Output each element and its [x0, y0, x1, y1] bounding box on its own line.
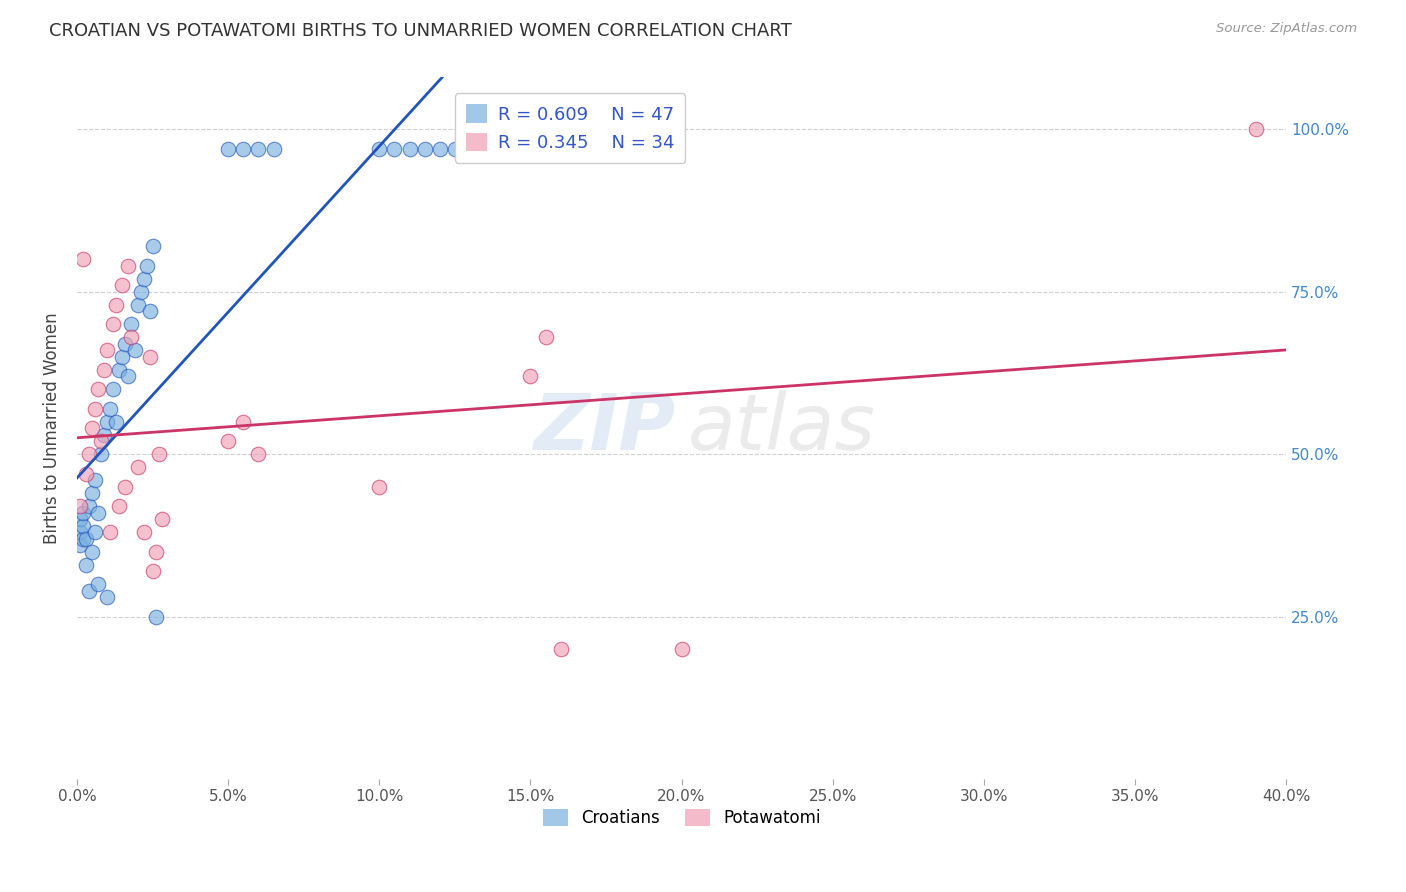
Point — [87, 382, 110, 396]
Point — [671, 642, 693, 657]
Point — [72, 506, 94, 520]
Text: CROATIAN VS POTAWATOMI BIRTHS TO UNMARRIED WOMEN CORRELATION CHART: CROATIAN VS POTAWATOMI BIRTHS TO UNMARRI… — [49, 22, 792, 40]
Point — [103, 382, 125, 396]
Point — [69, 525, 91, 540]
Point — [111, 350, 134, 364]
Point — [82, 544, 104, 558]
Text: Source: ZipAtlas.com: Source: ZipAtlas.com — [1216, 22, 1357, 36]
Point — [145, 609, 167, 624]
Y-axis label: Births to Unmarried Women: Births to Unmarried Women — [44, 312, 60, 544]
Point — [142, 239, 165, 253]
Point — [148, 447, 170, 461]
Point — [75, 467, 97, 481]
Point — [232, 415, 254, 429]
Point — [87, 506, 110, 520]
Point — [1244, 122, 1267, 136]
Point — [82, 486, 104, 500]
Point — [398, 142, 420, 156]
Point — [108, 499, 131, 513]
Point — [93, 427, 115, 442]
Point — [93, 362, 115, 376]
Point — [75, 532, 97, 546]
Point — [124, 343, 146, 358]
Text: ZIP: ZIP — [533, 390, 675, 467]
Point — [217, 434, 239, 449]
Point — [121, 318, 143, 332]
Point — [145, 544, 167, 558]
Point — [550, 642, 572, 657]
Point — [90, 434, 112, 449]
Point — [96, 590, 118, 604]
Point — [103, 318, 125, 332]
Point — [69, 538, 91, 552]
Point — [150, 512, 173, 526]
Point — [121, 330, 143, 344]
Point — [444, 142, 467, 156]
Point — [114, 480, 136, 494]
Point — [111, 278, 134, 293]
Point — [108, 362, 131, 376]
Point — [114, 336, 136, 351]
Point — [127, 460, 149, 475]
Point — [534, 330, 557, 344]
Point — [138, 304, 160, 318]
Point — [77, 447, 100, 461]
Point — [69, 499, 91, 513]
Point — [84, 401, 107, 416]
Text: atlas: atlas — [688, 390, 876, 467]
Point — [96, 415, 118, 429]
Point — [77, 499, 100, 513]
Point — [135, 259, 157, 273]
Point — [384, 142, 406, 156]
Point — [142, 564, 165, 578]
Point — [75, 558, 97, 572]
Point — [458, 142, 481, 156]
Point — [105, 298, 128, 312]
Point — [96, 343, 118, 358]
Legend: Croatians, Potawatomi: Croatians, Potawatomi — [536, 802, 827, 834]
Point — [368, 142, 391, 156]
Point — [90, 447, 112, 461]
Point — [77, 583, 100, 598]
Point — [72, 252, 94, 267]
Point — [117, 259, 139, 273]
Point — [247, 142, 270, 156]
Point — [519, 369, 541, 384]
Point — [132, 525, 155, 540]
Point — [129, 285, 152, 299]
Point — [82, 421, 104, 435]
Point — [429, 142, 451, 156]
Point — [84, 473, 107, 487]
Point — [117, 369, 139, 384]
Point — [138, 350, 160, 364]
Point — [72, 518, 94, 533]
Point — [217, 142, 239, 156]
Point — [232, 142, 254, 156]
Point — [84, 525, 107, 540]
Point — [87, 577, 110, 591]
Point — [247, 447, 270, 461]
Point — [69, 512, 91, 526]
Point — [132, 272, 155, 286]
Point — [263, 142, 285, 156]
Point — [98, 525, 121, 540]
Point — [72, 532, 94, 546]
Point — [368, 480, 391, 494]
Point — [413, 142, 436, 156]
Point — [105, 415, 128, 429]
Point — [98, 401, 121, 416]
Point — [127, 298, 149, 312]
